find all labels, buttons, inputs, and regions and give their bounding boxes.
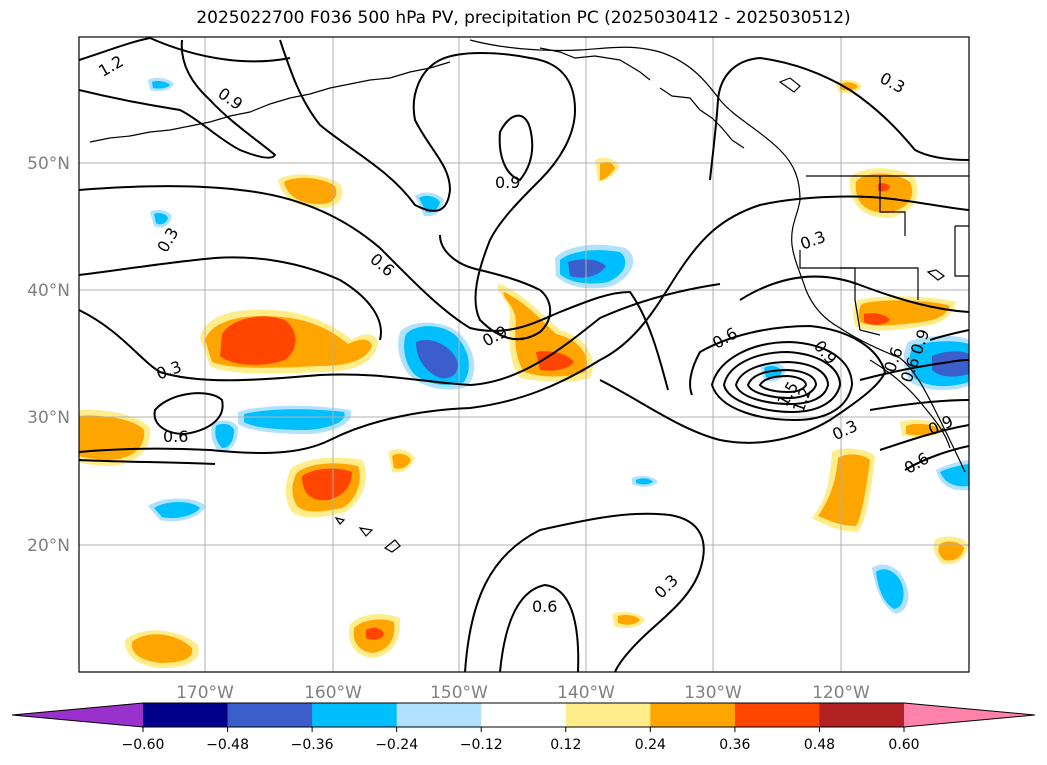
colorbar-min-extension (12, 703, 143, 727)
colorbar-segment (143, 703, 229, 727)
lat-label: 20°N (27, 536, 70, 556)
contour-label: 0.6 (709, 323, 741, 352)
lon-label: 160°W (304, 683, 362, 703)
colorbar-tick-label: 0.36 (719, 737, 750, 753)
colorbar-tick-label: −0.48 (206, 737, 249, 753)
contour-label: 0.9 (479, 322, 510, 351)
contour-label: 0.6 (163, 427, 188, 446)
colorbar-tick-label: 0.60 (888, 737, 919, 753)
lon-label: 140°W (557, 683, 615, 703)
colorbar-segment (734, 703, 820, 727)
graticule (79, 37, 969, 672)
colorbar-segment (481, 703, 567, 727)
colorbar-segment (819, 703, 905, 727)
longitude-labels: 170°W 160°W 150°W 140°W 130°W 120°W (176, 683, 870, 703)
lat-label: 30°N (27, 408, 70, 428)
colorbar-segment (396, 703, 482, 727)
contour-label: 1.2 (95, 51, 127, 80)
colorbar-segment (312, 703, 398, 727)
contour-label: 0.6 (532, 597, 557, 616)
colorbar: −0.60 −0.48 −0.36 −0.24 −0.12 0.12 0.24 0.36 0.4… (11, 702, 1036, 753)
colorbar-tick-label: −0.60 (122, 737, 165, 753)
contour-label: 0.3 (829, 416, 860, 444)
contour-label: 0.3 (798, 227, 828, 254)
colorbar-tick-label: −0.24 (375, 737, 418, 753)
contour-label: 0.6 (366, 249, 398, 280)
lat-label: 50°N (27, 154, 70, 174)
colorbar-tick-label: 0.48 (804, 737, 835, 753)
lon-label: 120°W (812, 683, 870, 703)
colorbar-segment (227, 703, 313, 727)
contour-label: 0.3 (154, 357, 184, 384)
contour-label: 0.3 (153, 224, 182, 256)
contour-label: 0.6 (901, 448, 933, 477)
latitude-labels: 50°N 40°N 30°N 20°N (27, 154, 70, 556)
colorbar-tick-label: −0.36 (291, 737, 334, 753)
lon-label: 150°W (430, 683, 488, 703)
lon-label: 170°W (176, 683, 234, 703)
map-title: 2025022700 F036 500 hPa PV, precipitatio… (196, 8, 851, 28)
colorbar-max-extension (904, 703, 1035, 727)
colorbar-segment (565, 703, 651, 727)
contour-label: 0.3 (651, 571, 682, 602)
contour-label: 0.9 (810, 337, 841, 369)
contour-label: 0.3 (877, 68, 908, 97)
lat-label: 40°N (27, 281, 70, 301)
plot-frame (78, 36, 970, 673)
colorbar-segment (650, 703, 736, 727)
pv-contours (79, 37, 969, 672)
lon-label: 130°W (684, 683, 742, 703)
colorbar-tick-label: −0.12 (460, 737, 503, 753)
colorbar-tick-label: 0.24 (635, 737, 666, 753)
contour-label: 0.9 (495, 173, 520, 192)
colorbar-tick-label: 0.12 (550, 737, 581, 753)
